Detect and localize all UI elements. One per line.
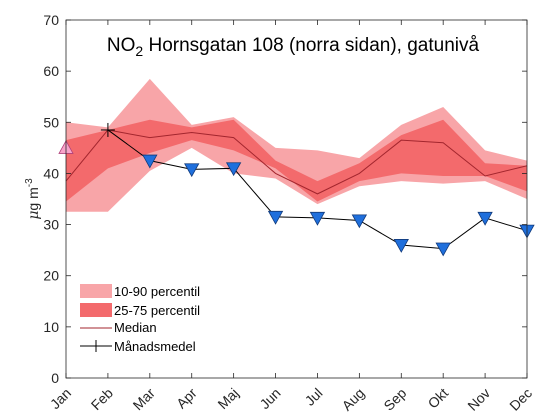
legend-swatch-10-90 <box>80 284 112 298</box>
monthly-markers <box>58 140 535 257</box>
y-tick-label: 10 <box>43 319 59 335</box>
blue-down-marker-mar <box>142 154 158 169</box>
y-axis-ticks: 0 10 20 30 40 50 60 70 <box>43 12 527 386</box>
ylabel-unit: g m <box>25 187 41 210</box>
blue-down-marker-apr <box>184 163 200 178</box>
percentile-bands <box>66 78 527 212</box>
ylabel-mu: μ <box>26 211 42 220</box>
legend-label-mean: Månadsmedel <box>114 339 196 354</box>
y-tick-label: 40 <box>43 165 59 181</box>
legend-label-median: Median <box>114 320 157 335</box>
band-25-75 <box>66 119 527 202</box>
legend-label-10-90: 10-90 percentil <box>114 284 200 299</box>
y-tick-label: 50 <box>43 114 59 130</box>
ylabel-exponent: -3 <box>24 178 35 187</box>
blue-down-marker-okt <box>435 242 451 257</box>
blue-down-marker-maj <box>225 162 242 177</box>
title-subscript: 2 <box>135 43 143 59</box>
y-tick-label: 0 <box>51 370 59 386</box>
legend-label-25-75: 25-75 percentil <box>114 303 200 318</box>
y-tick-label: 20 <box>43 268 59 284</box>
median-line <box>65 129 528 195</box>
y-tick-label: 70 <box>43 12 59 28</box>
title-suffix: Hornsgatan 108 (norra sidan), gatunivå <box>143 35 479 56</box>
blue-down-marker-nov <box>477 211 493 226</box>
band-10-90 <box>66 78 527 212</box>
y-tick-label: 30 <box>43 217 59 233</box>
axes-box <box>65 19 528 379</box>
legend-swatch-25-75 <box>80 303 112 317</box>
blue-down-marker-jul <box>309 211 326 226</box>
legend: 10-90 percentil 25-75 percentil Median M… <box>73 277 225 361</box>
y-tick-label: 60 <box>43 63 59 79</box>
y-axis-label: μg m-3 <box>24 178 42 220</box>
chart-title: NO2 Hornsgatan 108 (norra sidan), gatuni… <box>107 35 480 59</box>
blue-down-marker-jun <box>267 210 284 225</box>
title-prefix: NO <box>107 35 136 56</box>
blue-down-marker-sep <box>393 239 409 253</box>
blue-down-marker-aug <box>351 214 368 229</box>
